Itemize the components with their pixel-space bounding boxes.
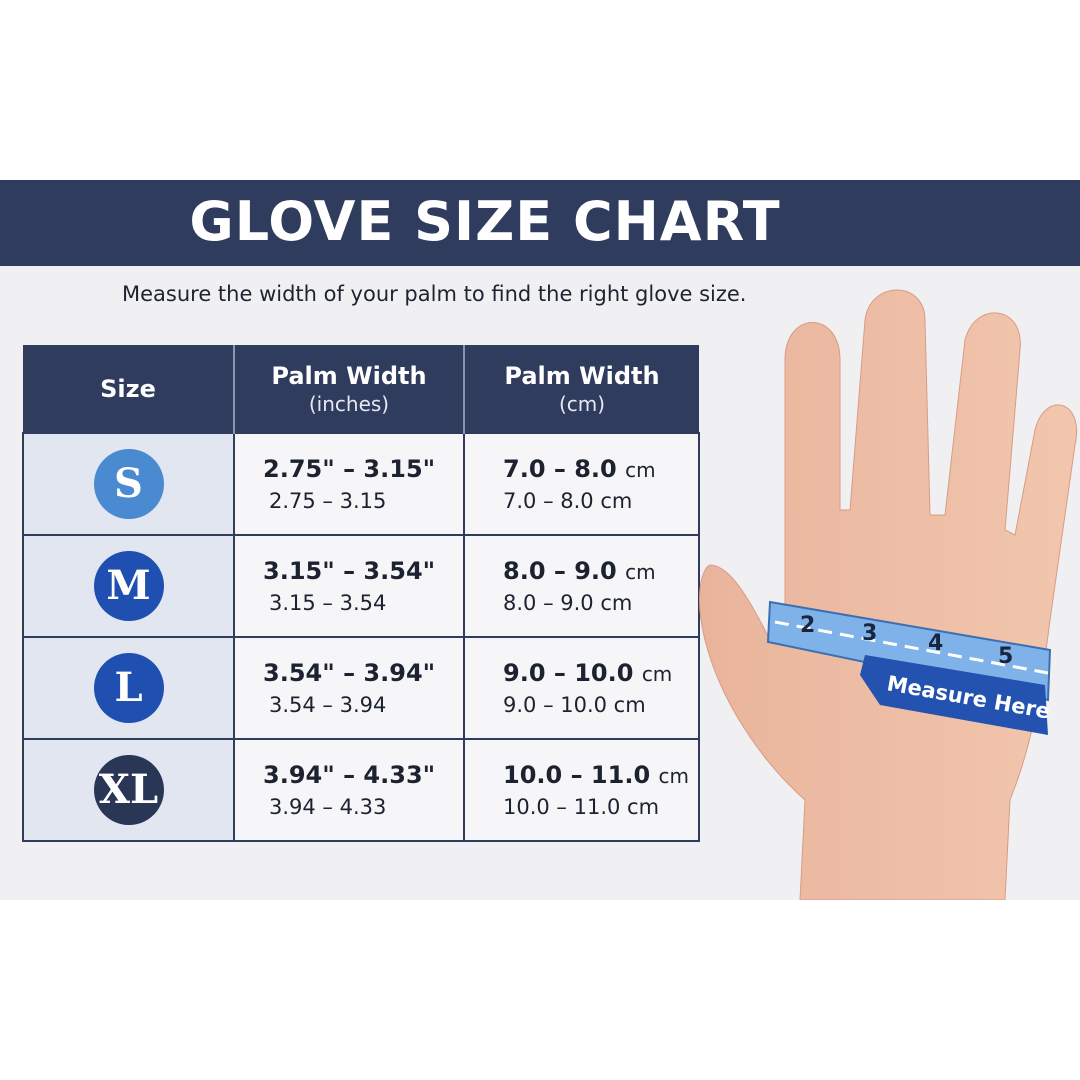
inches-range: 3.15" – 3.54" <box>263 557 436 585</box>
cm-cell: 9.0 – 10.0 cm 9.0 – 10.0 cm <box>463 636 700 740</box>
hand-shape <box>699 289 1078 900</box>
size-cell: M <box>22 534 235 638</box>
size-badge: S <box>93 449 164 519</box>
cm-range: 7.0 – 8.0 <box>503 455 617 483</box>
hand-illustration: 2 3 4 5 Measure Here <box>699 289 1078 900</box>
header-inches: Palm Width (inches) <box>233 345 464 433</box>
table-row: L 3.54" – 3.94" 3.54 – 3.94 9.0 – 10.0 cm… <box>22 636 700 740</box>
cm-range-plain: 8.0 – 9.0 cm <box>503 591 633 615</box>
inches-range-plain: 3.15 – 3.54 <box>269 591 387 615</box>
cm-unit: cm <box>641 662 673 686</box>
size-cell: XL <box>22 738 235 842</box>
header-size: Size <box>23 345 234 433</box>
page-title: GLOVE SIZE CHART <box>189 190 781 253</box>
table-row: M 3.15" – 3.54" 3.15 – 3.54 8.0 – 9.0 cm 8… <box>22 534 700 638</box>
inches-range: 3.94" – 4.33" <box>263 761 436 789</box>
cm-unit: cm <box>658 764 689 788</box>
inches-range: 3.54" – 3.94" <box>263 659 436 687</box>
size-table: Size Palm Width (inches) Palm Width (cm) S… <box>22 345 700 842</box>
cm-range: 9.0 – 10.0 <box>503 659 634 687</box>
inches-cell: 2.75" – 3.15" 2.75 – 3.15 <box>233 432 465 536</box>
cm-unit: cm <box>625 560 656 584</box>
tape-number-4: 4 <box>928 631 943 656</box>
cm-cell: 10.0 – 11.0 cm 10.0 – 11.0 cm <box>463 738 700 842</box>
inches-range-plain: 3.94 – 4.33 <box>269 795 387 819</box>
inches-cell: 3.15" – 3.54" 3.15 – 3.54 <box>233 534 465 638</box>
cm-range-plain: 10.0 – 11.0 cm <box>503 795 660 819</box>
title-banner <box>0 180 1080 266</box>
cm-unit: cm <box>625 458 656 482</box>
tape-number-5: 5 <box>998 644 1013 669</box>
inches-cell: 3.94" – 4.33" 3.94 – 4.33 <box>233 738 465 842</box>
size-badge: L <box>93 653 164 723</box>
cm-range: 8.0 – 9.0 <box>503 557 617 585</box>
inches-range-plain: 3.54 – 3.94 <box>269 693 387 717</box>
table-header-row: Size Palm Width (inches) Palm Width (cm) <box>23 345 699 433</box>
header-cm: Palm Width (cm) <box>463 345 699 433</box>
inches-range: 2.75" – 3.15" <box>263 455 436 483</box>
tape-number-3: 3 <box>862 621 877 646</box>
cm-cell: 7.0 – 8.0 cm 7.0 – 8.0 cm <box>463 432 700 536</box>
size-badge: M <box>93 551 164 621</box>
table-row: S 2.75" – 3.15" 2.75 – 3.15 7.0 – 8.0 cm 7… <box>22 432 700 536</box>
cm-range-plain: 7.0 – 8.0 cm <box>503 489 633 513</box>
table-row: XL 3.94" – 4.33" 3.94 – 4.33 10.0 – 11.0 … <box>22 738 700 842</box>
subtitle: Measure the width of your palm to find t… <box>122 282 747 306</box>
size-badge: XL <box>93 755 164 825</box>
inches-range-plain: 2.75 – 3.15 <box>269 489 387 513</box>
cm-range: 10.0 – 11.0 <box>503 761 651 789</box>
size-cell: L <box>22 636 235 740</box>
cm-cell: 8.0 – 9.0 cm 8.0 – 9.0 cm <box>463 534 700 638</box>
cm-range-plain: 9.0 – 10.0 cm <box>503 693 646 717</box>
tape-number-2: 2 <box>800 613 815 638</box>
size-cell: S <box>22 432 235 536</box>
inches-cell: 3.54" – 3.94" 3.54 – 3.94 <box>233 636 465 740</box>
